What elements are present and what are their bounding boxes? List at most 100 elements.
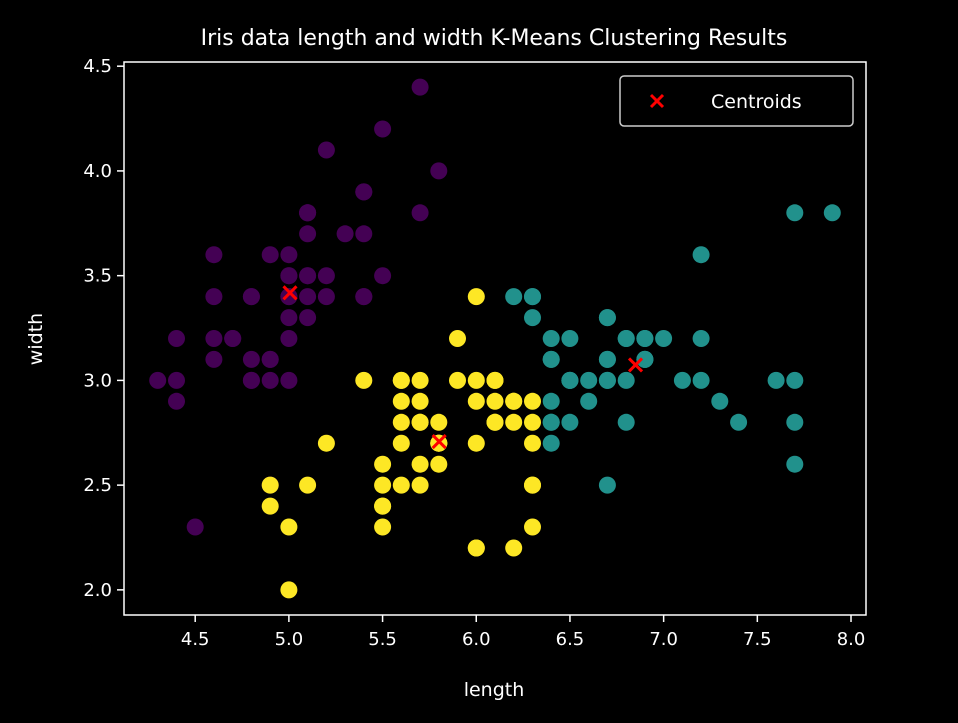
cluster-1-point xyxy=(655,330,673,347)
cluster-2-point xyxy=(355,371,373,389)
cluster-2-point xyxy=(392,434,410,452)
cluster-2-point xyxy=(430,455,448,473)
cluster-0-point xyxy=(242,350,260,368)
cluster-2-point xyxy=(261,497,279,515)
cluster-2-point xyxy=(524,476,541,494)
cluster-1-point xyxy=(692,246,710,264)
cluster-1-point xyxy=(561,413,579,431)
cluster-1-point xyxy=(636,330,654,347)
cluster-0-point xyxy=(374,120,392,138)
cluster-2-point xyxy=(411,413,429,431)
cluster-0-point xyxy=(242,371,260,389)
x-axis-ticks: 4.5 5.0 5.5 6.0 6.5 7.0 7.5 8.0 xyxy=(181,615,865,650)
cluster-0-point xyxy=(411,78,429,96)
data-points xyxy=(149,78,841,599)
cluster-0-point xyxy=(186,518,204,536)
cluster-1-point xyxy=(561,371,579,389)
cluster-1-point xyxy=(711,392,729,410)
cluster-2-point xyxy=(392,476,410,494)
y-axis-label: width xyxy=(25,313,47,365)
cluster-0-point xyxy=(261,350,279,368)
x-axis-label: length xyxy=(464,679,525,701)
cluster-2-point xyxy=(486,371,504,389)
cluster-0-point xyxy=(299,309,317,327)
cluster-0-point xyxy=(280,267,298,285)
y-tick-label: 2.5 xyxy=(83,475,112,496)
centroid-marker xyxy=(627,357,644,373)
cluster-2-point xyxy=(449,371,466,389)
centroid-marker xyxy=(431,433,447,450)
x-tick-label: 5.0 xyxy=(275,629,304,650)
cluster-0-point xyxy=(317,288,335,306)
cluster-2-point xyxy=(411,392,429,410)
cluster-1-point xyxy=(617,413,635,431)
cluster-1-point xyxy=(598,309,616,327)
chart-title: Iris data length and width K-Means Clust… xyxy=(201,26,788,51)
cluster-0-point xyxy=(336,225,354,243)
cluster-2-point xyxy=(524,392,541,410)
cluster-2-point xyxy=(505,392,523,410)
cluster-2-point xyxy=(467,539,485,557)
cluster-1-point xyxy=(692,371,710,389)
cluster-2-point xyxy=(467,371,485,389)
y-tick-label: 4.0 xyxy=(83,161,112,182)
cluster-2-point xyxy=(280,518,298,536)
cluster-2-point xyxy=(392,413,410,431)
cluster-1-point xyxy=(598,350,616,368)
cluster-0-point xyxy=(280,246,298,264)
cluster-2-point xyxy=(524,518,541,536)
cluster-0-point xyxy=(411,204,429,222)
cluster-2-point xyxy=(374,518,392,536)
cluster-0-point xyxy=(299,288,317,306)
cluster-0-point xyxy=(299,204,317,222)
cluster-2-point xyxy=(486,392,504,410)
cluster-2-point xyxy=(430,413,448,431)
cluster-0-point xyxy=(355,288,373,306)
cluster-0-point xyxy=(224,330,242,347)
cluster-2-point xyxy=(280,581,298,599)
cluster-0-point xyxy=(149,371,167,389)
cluster-1-point xyxy=(617,371,635,389)
cluster-1-point xyxy=(636,350,654,368)
x-tick-label: 6.0 xyxy=(462,629,491,650)
cluster-0-point xyxy=(261,246,279,264)
y-axis-ticks: 2.0 2.5 3.0 3.5 4.0 4.5 xyxy=(83,56,124,601)
cluster-0-point xyxy=(205,246,223,264)
cluster-1-point xyxy=(617,330,635,347)
x-tick-label: 6.5 xyxy=(556,629,585,650)
cluster-0-point xyxy=(168,371,185,389)
x-tick-label: 7.5 xyxy=(743,629,772,650)
cluster-1-point xyxy=(730,413,748,431)
legend-box xyxy=(619,75,854,127)
cluster-0-point xyxy=(242,288,260,306)
cluster-2-point xyxy=(392,392,410,410)
cluster-2-point xyxy=(411,455,429,473)
y-tick-label: 3.5 xyxy=(83,266,112,287)
legend-centroids-label: Centroids xyxy=(711,91,802,113)
cluster-2-point xyxy=(374,476,392,494)
y-tick-label: 4.5 xyxy=(83,56,112,77)
cluster-2-point xyxy=(467,288,485,306)
cluster-1-point xyxy=(692,330,710,347)
plot-frame xyxy=(123,61,867,616)
cluster-1-point xyxy=(505,288,523,306)
cluster-0-point xyxy=(280,371,298,389)
cluster-0-point xyxy=(280,330,298,347)
cluster-1-point xyxy=(524,288,541,306)
cluster-0-point xyxy=(168,392,185,410)
cluster-1-point xyxy=(786,413,804,431)
cluster-1-point xyxy=(580,371,598,389)
cluster-2-point xyxy=(411,476,429,494)
x-tick-label: 8.0 xyxy=(837,629,866,650)
cluster-1-point xyxy=(542,350,560,368)
cluster-2-point xyxy=(467,434,485,452)
cluster-2-point xyxy=(411,371,429,389)
cluster-0-point xyxy=(299,225,317,243)
cluster-2-point xyxy=(374,455,392,473)
cluster-0-point xyxy=(280,309,298,327)
cluster-0-point xyxy=(205,288,223,306)
y-tick-label: 2.0 xyxy=(83,580,112,601)
cluster-1-point xyxy=(561,330,579,347)
cluster-0-point xyxy=(355,225,373,243)
